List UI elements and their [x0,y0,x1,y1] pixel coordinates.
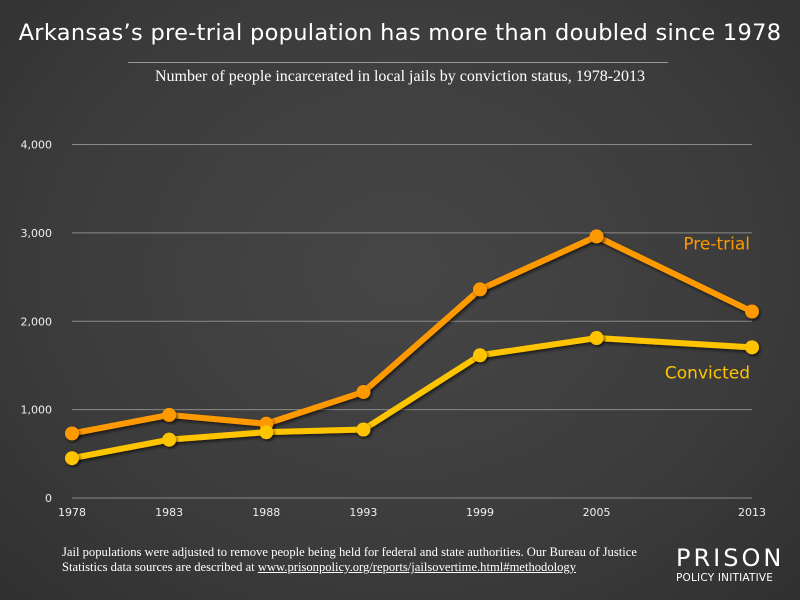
logo-line1: PRISON [676,544,785,572]
y-tick-label: 4,000 [21,139,53,152]
data-point [589,229,604,244]
footnote: Jail populations were adjusted to remove… [62,545,642,575]
methodology-link[interactable]: www.prisonpolicy.org/reports/jailsoverti… [257,560,577,574]
x-tick-label: 1999 [466,506,494,519]
data-point [589,331,604,346]
series-label-pre-trial: Pre-trial [683,234,750,254]
chart-subtitle: Number of people incarcerated in local j… [154,68,646,85]
title-divider [128,62,668,63]
data-point [259,425,274,440]
y-tick-label: 3,000 [21,227,53,240]
data-point [356,422,371,437]
footnote-text: Jail populations were adjusted to remove… [62,545,637,574]
y-tick-label: 0 [45,492,52,505]
x-tick-label: 1983 [155,506,183,519]
prison-policy-initiative-logo: PRISON POLICY INITIATIVE [676,544,785,585]
data-point [162,432,177,447]
x-tick-label: 1988 [252,506,280,519]
series-line-pre-trial [71,233,754,437]
y-tick-label: 1,000 [21,404,53,417]
series-label-convicted: Convicted [665,363,750,383]
x-tick-label: 1993 [349,506,377,519]
logo-line2: POLICY INITIATIVE [676,572,774,584]
data-point [473,348,487,363]
x-tick-label: 2013 [738,506,766,519]
x-tick-label: 1978 [58,506,86,519]
data-point [745,304,759,319]
data-point [65,426,79,441]
x-tick-label: 2005 [583,506,611,519]
chart-title: Arkansas’s pre-trial population has more… [18,20,782,46]
data-point [356,384,371,399]
data-point [65,451,79,466]
data-point [473,282,487,297]
data-point [745,340,759,355]
data-point [162,407,177,422]
y-tick-label: 2,000 [21,315,53,328]
